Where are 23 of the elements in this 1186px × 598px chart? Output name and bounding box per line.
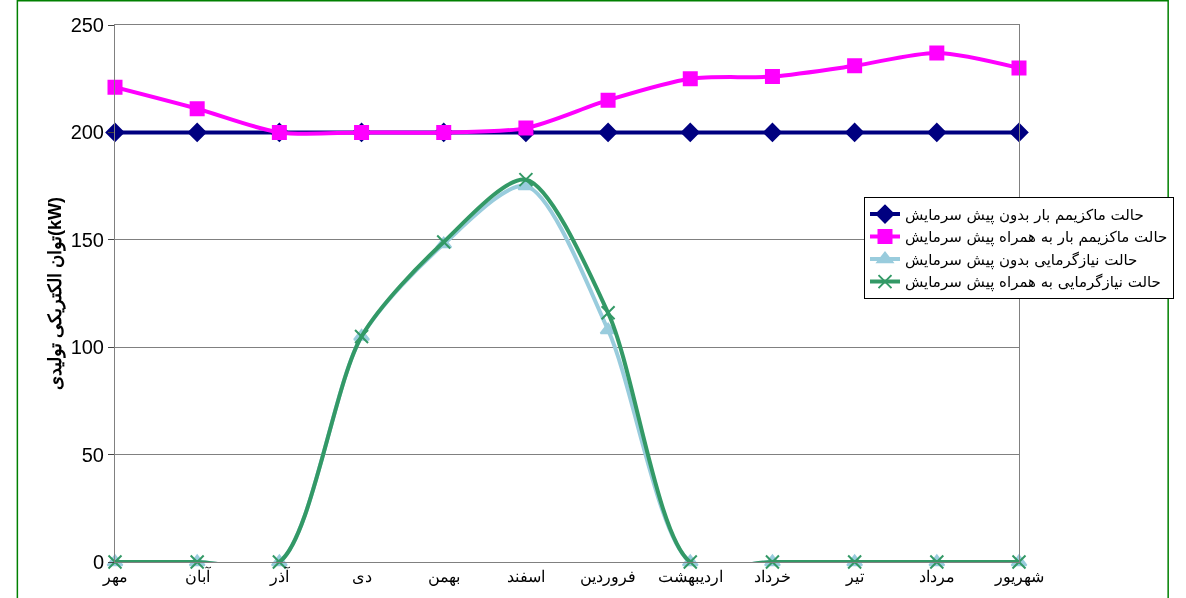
x-tick-label: خرداد [753, 568, 791, 587]
y-tick-label: 100 [70, 336, 104, 359]
legend-label: حالت ماکزیمم بار به همراه پیش سرمایش [905, 228, 1168, 248]
x-tick-label: آذر [268, 566, 291, 587]
x-tick-label: مهر [101, 568, 128, 587]
x-tick-label: مرداد [918, 568, 955, 587]
y-tick-label: 150 [70, 228, 104, 251]
legend-label: حالت نیازگرمایی بدون پیش سرمایش [905, 250, 1138, 270]
x-tick-label: دی [351, 568, 372, 586]
legend-label: حالت نیازگرمایی به همراه پیش سرمایش [905, 273, 1161, 293]
x-tick-label: تیر [844, 568, 864, 587]
y-tick-label: 0 [92, 551, 104, 573]
x-tick-label: بهمن [427, 568, 460, 587]
x-tick-label: اردیبهشت [657, 568, 723, 587]
legend-label: حالت ماکزیمم بار بدون پیش سرمایش [905, 205, 1144, 225]
x-tick-label: شهریور [993, 568, 1044, 587]
x-tick-label: آبان [184, 566, 212, 586]
x-tick-label: اسفند [506, 568, 545, 586]
x-tick-label: فروردین [580, 568, 637, 587]
y-tick-label: 250 [70, 14, 104, 36]
y-axis-title: توان الکتریکی تولیدی(kW) [44, 196, 66, 391]
y-tick-label: 50 [81, 443, 104, 466]
y-tick-label: 200 [70, 121, 104, 144]
